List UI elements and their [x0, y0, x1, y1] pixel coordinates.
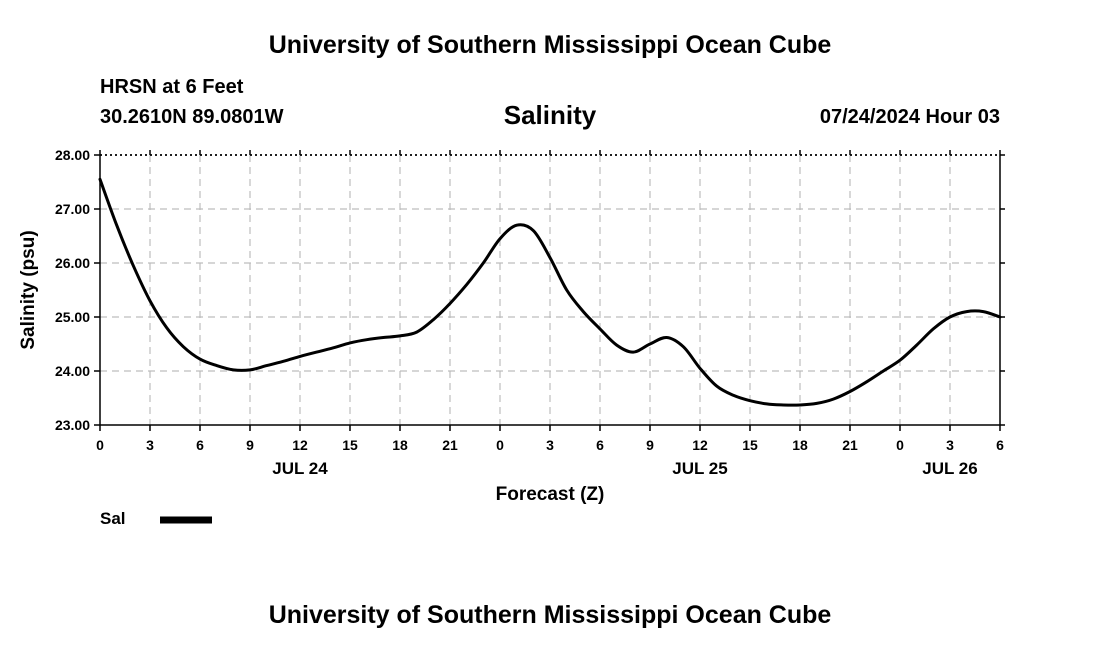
x-tick-label: 18: [392, 437, 408, 453]
legend-label: Sal: [100, 509, 126, 528]
forecast-datetime: 07/24/2024 Hour 03: [819, 106, 1000, 128]
x-tick-label: 21: [842, 437, 858, 453]
x-tick-label: 0: [496, 437, 504, 453]
x-axis-label: Forecast (Z): [496, 484, 605, 505]
x-tick-label: 21: [442, 437, 458, 453]
x-tick-label: 6: [596, 437, 604, 453]
y-tick-label: 25.00: [55, 309, 90, 325]
x-tick-label: 3: [146, 437, 154, 453]
chart-axes: 0 3 6 9 12 15 18 21 0 3 6 9 12 15 18 21 0 3 6 23.00 24.00 25.…: [55, 147, 1005, 478]
x-tick-label: 9: [246, 437, 254, 453]
x-tick-label: 3: [546, 437, 554, 453]
x-tick-label: 9: [646, 437, 654, 453]
x-tick-label: 6: [996, 437, 1004, 453]
x-tick-label: 0: [96, 437, 104, 453]
y-axis-label: Salinity (psu): [18, 230, 39, 349]
page-title: University of Southern Mississippi Ocean…: [268, 31, 832, 59]
y-tick-label: 28.00: [55, 147, 90, 163]
station-coordinates: 30.2610N 89.0801W: [100, 106, 284, 128]
y-tick-label: 26.00: [55, 255, 90, 271]
x-tick-label: 3: [946, 437, 954, 453]
chart-title: Salinity: [503, 100, 597, 130]
x-tick-label: 18: [792, 437, 808, 453]
x-tick-label: 0: [896, 437, 904, 453]
chart-series: [98, 177, 1002, 407]
day-label: JUL 24: [272, 459, 328, 478]
y-tick-label: 27.00: [55, 201, 90, 217]
x-tick-label: 15: [742, 437, 758, 453]
footer-title: University of Southern Mississippi Ocean…: [268, 601, 832, 629]
y-tick-label: 24.00: [55, 363, 90, 379]
y-tick-label: 23.00: [55, 417, 90, 433]
chart-grid: [100, 155, 1000, 425]
x-tick-label: 12: [292, 437, 308, 453]
x-tick-label: 12: [692, 437, 708, 453]
series-line-sal: [98, 177, 1002, 407]
station-name: HRSN at 6 Feet: [100, 76, 244, 98]
day-label: JUL 25: [672, 459, 727, 478]
x-tick-label: 6: [196, 437, 204, 453]
x-tick-label: 15: [342, 437, 358, 453]
day-label: JUL 26: [922, 459, 977, 478]
